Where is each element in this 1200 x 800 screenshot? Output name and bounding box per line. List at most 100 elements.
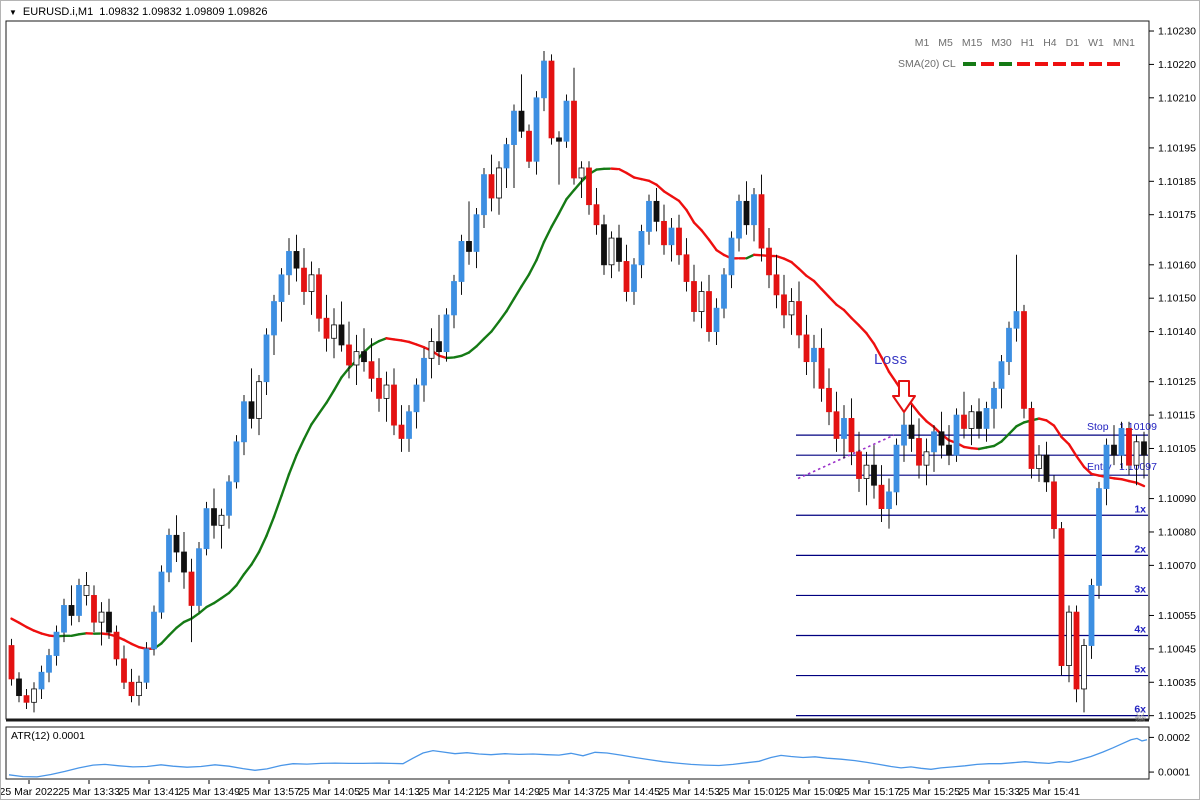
candle-body [91, 595, 97, 623]
candle-body [136, 681, 142, 697]
price-tick-label: 1.10230 [1158, 26, 1196, 38]
candle-body [833, 411, 840, 439]
time-tick-label: 25 Mar 14:37 [538, 786, 600, 798]
candle-body [1073, 611, 1080, 690]
candle-body [368, 361, 375, 379]
atr-tick-label: 0.0002 [1158, 732, 1190, 744]
candle-body [83, 585, 90, 596]
price-tick-label: 1.10125 [1158, 376, 1196, 388]
candle-body [698, 291, 705, 312]
candle-body [8, 645, 15, 680]
candle-body [158, 571, 165, 613]
candle-body [203, 508, 210, 550]
loss-arrow-icon [892, 380, 916, 413]
candle-body [668, 227, 675, 246]
timeframe-button-m1[interactable]: M1 [914, 37, 930, 49]
timeframe-button-m15[interactable]: M15 [961, 37, 983, 49]
candle-body [1088, 585, 1095, 646]
stop-level-label: Stop [1087, 421, 1109, 433]
timeframe-switcher[interactable]: M1 M5 M15 M30 H1 H4 D1 W1 MN1 [915, 37, 1135, 49]
candle-body [473, 214, 480, 252]
time-tick-label: 25 Mar 13:33 [58, 786, 120, 798]
candle-body [151, 611, 157, 650]
candle-body [458, 241, 465, 282]
candle-body [248, 401, 255, 419]
candle-body [338, 324, 345, 346]
candle-body [578, 167, 585, 179]
timeframe-button-mn1[interactable]: MN1 [1112, 37, 1135, 49]
price-tick-label: 1.10140 [1158, 326, 1196, 338]
candle-body [1006, 327, 1012, 363]
candle-body [841, 418, 847, 439]
time-tick-label: 25 Mar 15:25 [898, 786, 960, 798]
candle-body [106, 611, 112, 633]
candle-body [436, 341, 442, 353]
atr-tick-label: 0.0001 [1158, 767, 1190, 779]
candle-body [976, 411, 982, 429]
timeframe-button-w1[interactable]: W1 [1088, 37, 1104, 49]
candle-body [571, 100, 577, 179]
candle-body [931, 431, 937, 453]
candle-body [616, 237, 622, 262]
sma-line [10, 167, 1146, 651]
sma-legend-dash [980, 62, 994, 66]
candle-body [406, 411, 412, 439]
chart-dropdown-icon[interactable]: ▼ [9, 7, 17, 17]
candle-body [706, 291, 712, 332]
symbol-title-bar[interactable]: ▼ EURUSD.i,M1 1.09832 1.09832 1.09809 1.… [9, 6, 267, 18]
time-tick-label: 25 Mar 15:17 [838, 786, 900, 798]
timeframe-button-d1[interactable]: D1 [1065, 37, 1080, 49]
candle-body [113, 631, 120, 660]
candle-body [503, 144, 510, 169]
atr-series-line [8, 737, 1148, 778]
candle-body [451, 281, 457, 316]
candle-body [646, 200, 652, 232]
dotted-trendline[interactable] [797, 434, 895, 480]
candle-body [631, 264, 637, 292]
timeframe-button-m5[interactable]: M5 [938, 37, 953, 49]
price-tick-label: 1.10105 [1158, 443, 1196, 455]
symbol-period-label: EURUSD.i,M1 [22, 6, 94, 18]
price-tick-label: 1.10185 [1158, 176, 1196, 188]
candle-body [68, 605, 75, 616]
candle-body [586, 167, 592, 206]
candle-body [1111, 444, 1117, 456]
candle-body [443, 314, 450, 353]
candle-body [1066, 611, 1072, 666]
candle-body [128, 681, 135, 697]
price-tick-label: 1.10055 [1158, 610, 1196, 622]
candle-body [331, 324, 337, 339]
candle-body [346, 344, 352, 366]
timeframe-button-h1[interactable]: H1 [1020, 37, 1035, 49]
candle-body [256, 381, 262, 419]
candle-body [496, 167, 502, 199]
candle-body [233, 441, 240, 483]
candle-body [286, 251, 292, 276]
timeframe-button-m30[interactable]: M30 [991, 37, 1012, 49]
candle-body [548, 60, 555, 139]
sma-legend-dash [1106, 62, 1120, 66]
sma-legend-dash [1034, 62, 1048, 66]
candle-body [608, 237, 615, 266]
candle-body [316, 274, 322, 319]
candle-body [863, 464, 870, 479]
timeframe-button-h4[interactable]: H4 [1043, 37, 1057, 49]
time-tick-label: 25 Mar 15:41 [1018, 786, 1080, 798]
candle-body [661, 220, 667, 246]
candle-body [511, 110, 517, 145]
candle-body [421, 357, 427, 386]
candle-body [901, 424, 907, 446]
candle-body [751, 194, 757, 226]
candle-body [181, 551, 187, 573]
candle-body [811, 347, 817, 363]
candle-body [1051, 481, 1057, 530]
time-tick-label: 25 Mar 14:05 [298, 786, 360, 798]
price-tick-label: 1.10210 [1158, 92, 1196, 104]
price-tick-label: 1.10090 [1158, 493, 1196, 505]
candle-body [1126, 428, 1132, 466]
candle-body [1036, 454, 1042, 469]
candle-body [301, 267, 307, 292]
candle-body [803, 334, 810, 363]
